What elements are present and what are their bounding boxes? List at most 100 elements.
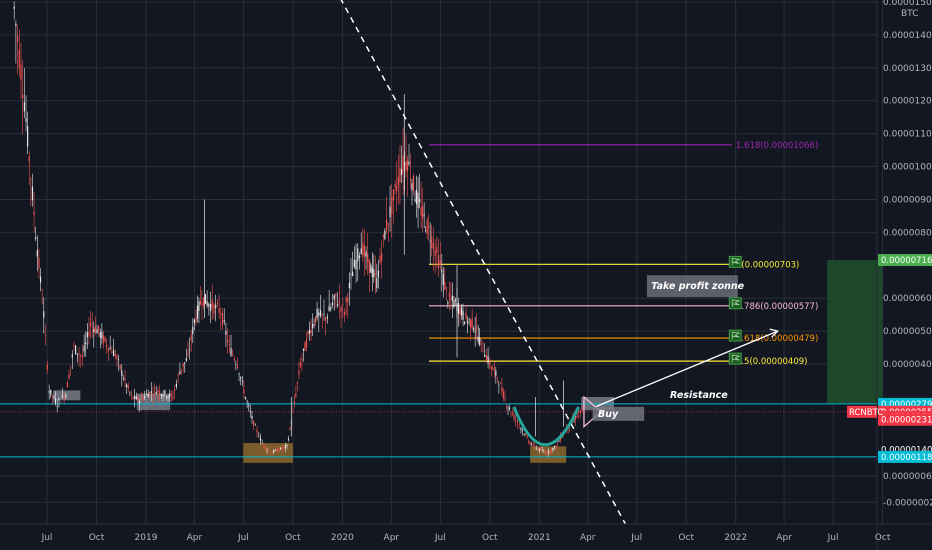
candle-body <box>492 367 494 370</box>
candle-body <box>394 184 396 188</box>
candle-body <box>187 352 189 355</box>
candle-body <box>101 331 103 339</box>
x-tick-label: Apr <box>187 533 203 543</box>
candle-body <box>392 189 395 201</box>
candle-body <box>445 287 447 289</box>
candle-body <box>350 273 352 275</box>
candle-body <box>287 438 290 441</box>
candle-body <box>453 300 455 307</box>
candle-body <box>236 365 239 368</box>
x-tick-label: Apr <box>384 533 400 543</box>
candle-body <box>520 428 522 430</box>
symbol-tag-label: RCNBTC <box>849 408 883 418</box>
candle-body <box>319 309 322 317</box>
candle-body <box>363 245 366 256</box>
candle-body <box>38 257 40 269</box>
candle-body <box>558 441 560 442</box>
candle-body <box>466 321 469 324</box>
candle-body <box>65 394 67 397</box>
candle-body <box>411 183 413 191</box>
candle-body <box>22 94 24 99</box>
candle-body <box>323 314 325 316</box>
candle-body <box>246 401 248 402</box>
candle-body <box>426 219 428 235</box>
candle-body <box>471 317 473 328</box>
candle-body <box>150 391 152 393</box>
candle-body <box>264 446 267 449</box>
candle-body <box>208 303 210 307</box>
candle-body <box>493 369 495 371</box>
candle-body <box>333 295 335 300</box>
candle-body <box>379 255 381 263</box>
candle-body <box>538 448 540 451</box>
candle-body <box>60 401 62 403</box>
candle-body <box>345 298 347 303</box>
candle-body <box>476 326 478 330</box>
candle-body <box>35 237 37 240</box>
candle-body <box>201 303 203 305</box>
flag-icon <box>728 255 742 268</box>
candle-body <box>233 358 235 360</box>
candle-body <box>347 297 349 303</box>
candle-body <box>316 308 318 318</box>
candle-body <box>204 294 206 304</box>
flag-icon <box>728 352 742 365</box>
fib-level-label: 0.618(0.00000479) <box>736 334 818 344</box>
candle-body <box>248 405 250 407</box>
candle-body <box>85 342 87 345</box>
y-tick-label: 0.00001000 <box>883 163 932 173</box>
candle-body <box>27 126 29 147</box>
candle-body <box>541 450 543 451</box>
candle-body <box>109 347 111 349</box>
candle-body <box>68 374 70 379</box>
candle-body <box>546 453 548 455</box>
candle-body <box>113 349 115 356</box>
candle-body <box>121 370 123 376</box>
candle-body <box>256 429 258 433</box>
candle-body <box>164 390 166 394</box>
candle-body <box>489 361 491 366</box>
take-profit-label: Take profit zonne <box>651 281 744 292</box>
candle-body <box>44 335 47 336</box>
candle-body <box>106 344 108 347</box>
buy-label-box <box>592 406 645 421</box>
candle-body <box>30 179 32 180</box>
candle-body <box>450 298 452 300</box>
candle-body <box>386 219 388 231</box>
candle-body <box>244 397 247 399</box>
candle-body <box>531 444 533 446</box>
candle-body <box>381 253 383 261</box>
candle-body <box>93 328 95 333</box>
candle-body <box>295 393 297 396</box>
candle-body <box>66 382 69 388</box>
x-tick-label: Oct <box>89 533 105 543</box>
y-tick-label: 0.00000400 <box>883 360 932 370</box>
candle-body <box>71 354 73 358</box>
projection-arrow <box>595 330 778 408</box>
candle-body <box>462 310 464 320</box>
candle-body <box>144 396 146 399</box>
y-tick-label: -0.00000020 <box>883 498 932 508</box>
candle-body <box>518 424 520 426</box>
price-tag-value: 0.00000231 <box>881 416 932 426</box>
candle-body <box>298 370 300 375</box>
candle-body <box>442 273 444 285</box>
candle-body <box>263 444 265 447</box>
candle-body <box>221 313 224 325</box>
candle-body <box>102 335 105 343</box>
candle-body <box>556 442 559 444</box>
candle-body <box>138 401 141 404</box>
candle-body <box>122 378 125 380</box>
candle-body <box>510 412 512 414</box>
candle-body <box>402 155 404 172</box>
candle-body <box>254 424 256 426</box>
y-tick-label: 0.00000800 <box>883 228 932 238</box>
candle-body <box>56 405 58 407</box>
candle-body <box>305 338 308 348</box>
candle-body <box>480 339 482 341</box>
candle-body <box>104 337 106 341</box>
candle-body <box>348 283 350 289</box>
candle-body <box>418 199 421 202</box>
